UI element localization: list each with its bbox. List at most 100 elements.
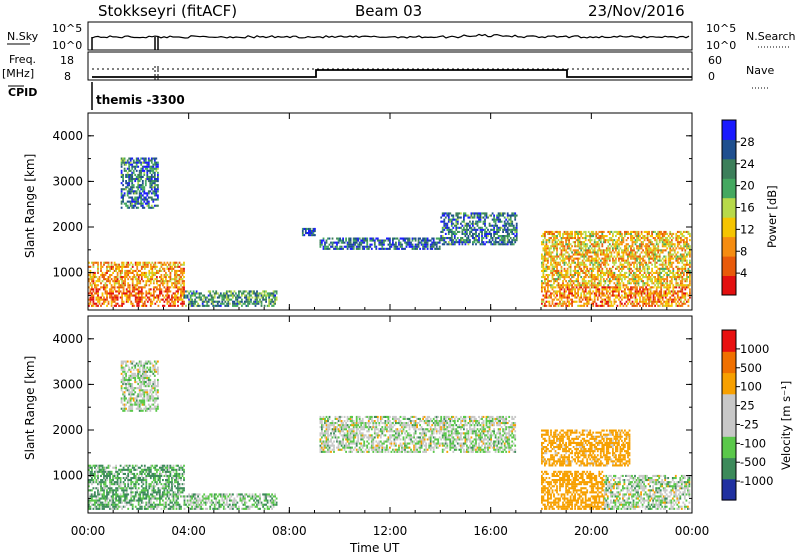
echo-cell bbox=[681, 276, 684, 279]
echo-cell bbox=[331, 241, 334, 244]
echo-cell bbox=[98, 468, 101, 471]
echo-cell bbox=[560, 274, 563, 277]
echo-cell bbox=[89, 292, 92, 295]
echo-cell bbox=[509, 237, 512, 240]
echo-cell bbox=[125, 290, 128, 293]
echo-cell bbox=[137, 300, 140, 303]
echo-cell bbox=[134, 180, 137, 183]
echo-cell bbox=[607, 239, 610, 242]
echo-cell bbox=[661, 237, 664, 240]
echo-cell bbox=[145, 271, 148, 274]
echo-cell bbox=[639, 304, 641, 307]
echo-cell bbox=[91, 286, 93, 289]
echo-cell bbox=[577, 269, 579, 272]
echo-cell bbox=[324, 241, 326, 244]
echo-cell bbox=[115, 304, 117, 307]
echo-cell bbox=[593, 243, 596, 246]
echo-cell bbox=[646, 298, 649, 301]
echo-cell bbox=[146, 165, 149, 168]
echo-cell bbox=[601, 245, 604, 248]
echo-cell bbox=[608, 288, 611, 291]
echo-cell bbox=[679, 255, 682, 258]
echo-cell bbox=[666, 247, 669, 250]
echo-cell bbox=[592, 282, 595, 285]
echo-cell bbox=[646, 302, 649, 305]
echo-cell bbox=[355, 245, 358, 248]
echo-cell bbox=[654, 245, 656, 248]
echo-cell bbox=[571, 302, 573, 305]
echo-cell bbox=[104, 497, 107, 500]
echo-cell bbox=[373, 239, 376, 242]
echo-cell bbox=[134, 284, 137, 287]
echo-cell bbox=[109, 464, 111, 467]
echo-cell bbox=[584, 237, 587, 240]
echo-cell bbox=[135, 169, 138, 172]
echo-cell bbox=[447, 214, 450, 217]
echo-cell bbox=[328, 237, 331, 240]
echo-cell bbox=[633, 247, 635, 250]
nsky-panel-frame bbox=[87, 21, 693, 51]
echo-cell bbox=[100, 274, 102, 277]
echo-cell bbox=[150, 204, 153, 207]
echo-cell bbox=[684, 245, 687, 248]
echo-cell bbox=[669, 284, 672, 287]
echo-cell bbox=[337, 237, 340, 240]
echo-cell bbox=[684, 292, 687, 295]
echo-cell bbox=[648, 253, 650, 256]
echo-cell bbox=[648, 284, 650, 287]
echo-cell bbox=[225, 296, 228, 299]
echo-cell bbox=[145, 284, 148, 287]
echo-cell bbox=[461, 232, 464, 235]
echo-cell bbox=[604, 235, 607, 238]
echo-cell bbox=[175, 282, 178, 285]
echo-cell bbox=[491, 212, 494, 215]
echo-cell bbox=[615, 247, 617, 250]
echo-cell bbox=[602, 284, 605, 287]
echo-cell bbox=[566, 247, 569, 250]
echo-cell bbox=[103, 466, 105, 469]
echo-cell bbox=[104, 290, 107, 293]
echo-cell bbox=[577, 290, 579, 293]
echo-cell bbox=[128, 167, 131, 170]
echo-cell bbox=[640, 232, 643, 235]
echo-cell bbox=[658, 230, 661, 233]
echo-cell bbox=[146, 171, 149, 174]
echo-cell bbox=[109, 274, 111, 277]
echo-cell bbox=[584, 274, 587, 277]
echo-cell bbox=[212, 302, 215, 305]
echo-cell bbox=[679, 304, 682, 307]
echo-cell bbox=[373, 241, 376, 244]
echo-cell bbox=[224, 304, 227, 307]
echo-cell bbox=[646, 276, 649, 279]
echo-cell bbox=[500, 220, 503, 223]
echo-cell bbox=[548, 274, 551, 277]
echo-cell bbox=[571, 294, 573, 297]
echo-cell bbox=[308, 230, 310, 233]
echo-cell bbox=[589, 294, 592, 297]
nave-tick-top: 60 bbox=[708, 54, 722, 67]
echo-cell bbox=[667, 239, 670, 242]
echo-cell bbox=[437, 247, 440, 250]
echo-cell bbox=[666, 232, 669, 235]
echo-cell bbox=[572, 282, 575, 285]
echo-cell bbox=[648, 257, 650, 260]
echo-cell bbox=[144, 178, 147, 181]
echo-cell bbox=[642, 300, 644, 303]
echo-cell bbox=[580, 241, 583, 244]
echo-cell bbox=[587, 235, 590, 238]
echo-cell bbox=[124, 294, 126, 297]
echo-cell bbox=[643, 251, 646, 254]
echo-cell bbox=[460, 212, 462, 215]
echo-cell bbox=[104, 501, 107, 504]
echo-cell bbox=[663, 259, 666, 262]
echo-cell bbox=[150, 198, 153, 201]
echo-cell bbox=[670, 290, 673, 293]
echo-cell bbox=[625, 300, 628, 303]
echo-cell bbox=[615, 278, 617, 281]
echo-cell bbox=[583, 263, 586, 266]
echo-cell bbox=[92, 503, 95, 506]
echo-cell bbox=[137, 296, 140, 299]
echo-cell bbox=[432, 241, 435, 244]
echo-cell bbox=[511, 222, 514, 225]
echo-cell bbox=[648, 230, 650, 233]
